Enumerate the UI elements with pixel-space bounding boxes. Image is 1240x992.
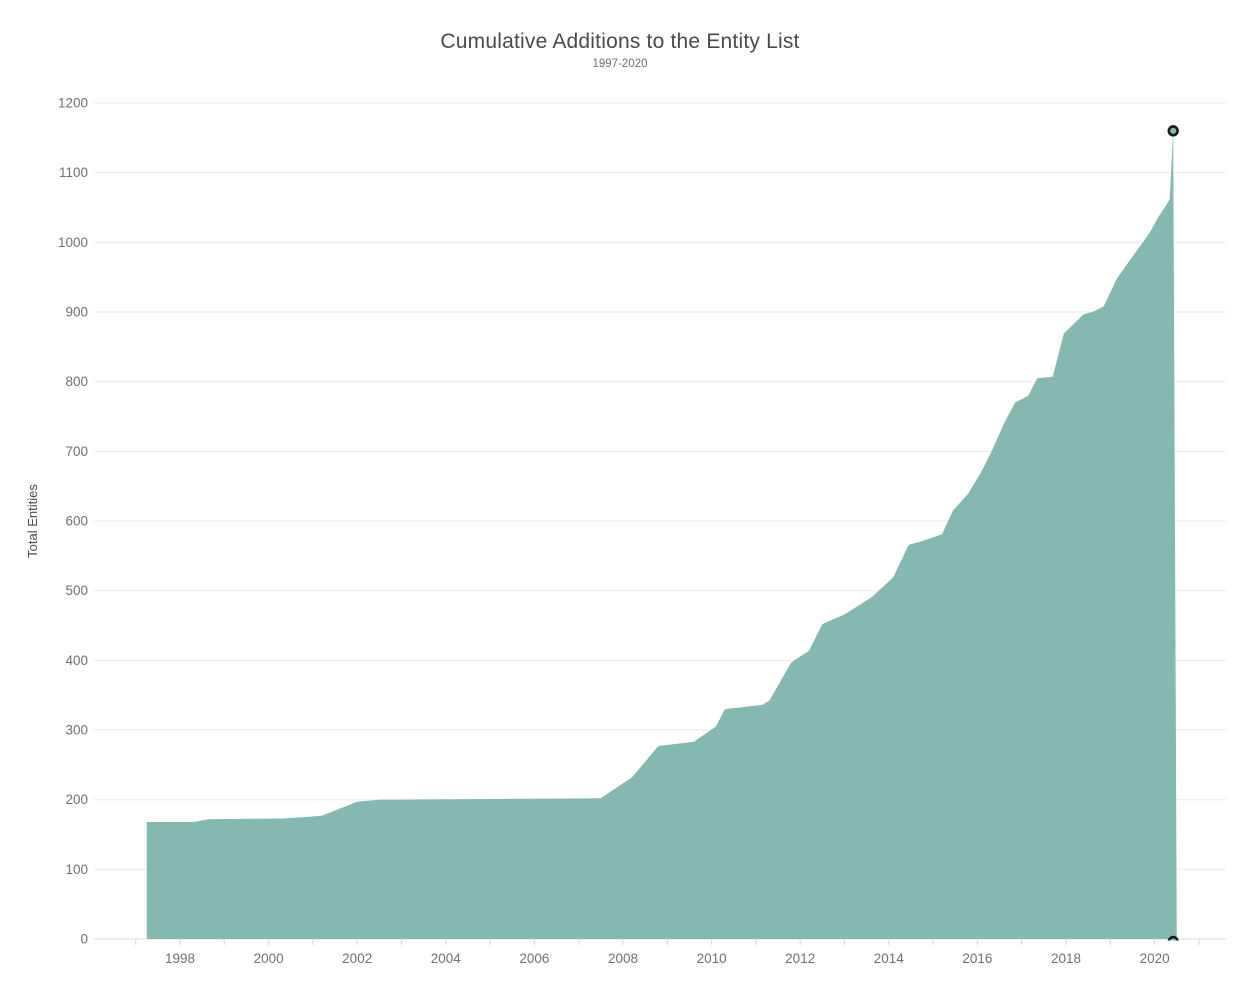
x-tick-label-2006: 2006 [519, 951, 549, 966]
y-tick-label-300: 300 [65, 723, 88, 738]
y-tick-label-900: 900 [65, 305, 88, 320]
x-tick-label-2000: 2000 [254, 951, 284, 966]
x-tick-label-1998: 1998 [165, 951, 195, 966]
x-tick-label-2012: 2012 [785, 951, 815, 966]
x-tick-label-2004: 2004 [431, 951, 462, 966]
y-tick-label-1200: 1200 [58, 96, 88, 111]
y-tick-label-800: 800 [65, 374, 88, 389]
x-tick-label-2008: 2008 [608, 951, 638, 966]
y-tick-label-200: 200 [65, 792, 88, 807]
x-tick-label-2020: 2020 [1140, 951, 1170, 966]
x-tick-label-2016: 2016 [962, 951, 992, 966]
y-tick-label-600: 600 [65, 514, 88, 529]
end-marker-base[interactable] [1167, 935, 1179, 946]
x-tick-label-2014: 2014 [874, 951, 905, 966]
area-series-total-entities[interactable] [146, 130, 1177, 939]
y-axis-title: Total Entities [25, 484, 40, 558]
y-tick-label-400: 400 [65, 653, 88, 668]
y-tick-label-0: 0 [80, 932, 88, 947]
end-marker-peak[interactable] [1167, 125, 1179, 137]
y-tick-label-100: 100 [65, 862, 88, 877]
y-tick-label-1100: 1100 [59, 165, 88, 180]
x-tick-label-2002: 2002 [342, 951, 372, 966]
y-tick-label-500: 500 [65, 583, 88, 598]
y-tick-label-700: 700 [65, 444, 88, 459]
x-tick-label-2018: 2018 [1051, 951, 1081, 966]
y-tick-label-1000: 1000 [58, 235, 88, 250]
x-tick-label-2010: 2010 [697, 951, 727, 966]
